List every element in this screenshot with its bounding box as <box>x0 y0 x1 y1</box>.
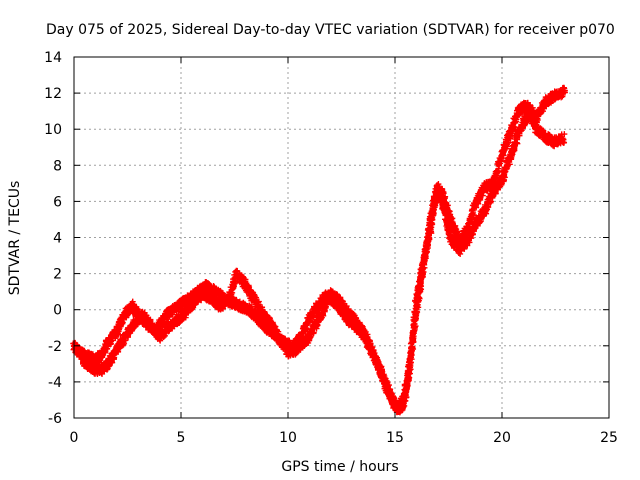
chart-title: Day 075 of 2025, Sidereal Day-to-day VTE… <box>46 22 615 38</box>
data-point <box>171 323 178 330</box>
data-point <box>561 139 568 146</box>
data-point <box>165 328 172 335</box>
data-point <box>560 136 567 143</box>
data-point <box>108 337 115 344</box>
series-band-b <box>79 84 568 416</box>
data-point <box>489 194 496 201</box>
data-point <box>561 131 568 138</box>
data-point <box>111 352 118 359</box>
data-point <box>435 181 442 188</box>
data-point <box>253 294 260 301</box>
data-point <box>307 317 314 324</box>
data-point <box>242 278 249 285</box>
data-point <box>157 323 164 330</box>
data-point <box>302 326 309 333</box>
series-band-a <box>70 107 568 416</box>
data-point <box>232 279 239 286</box>
data-point <box>503 165 510 172</box>
data-points-layer <box>70 84 568 416</box>
